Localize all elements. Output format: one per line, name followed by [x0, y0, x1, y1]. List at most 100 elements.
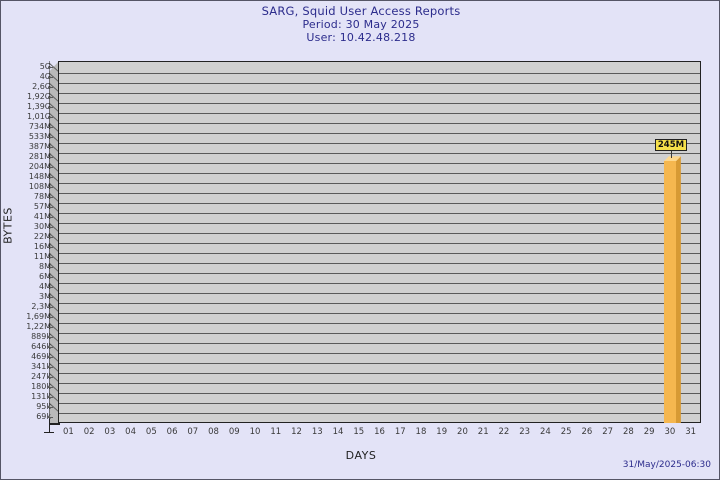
gridline [59, 233, 700, 234]
y-axis-tick-label: 57M [33, 202, 51, 211]
gridline [59, 223, 700, 224]
gridline [59, 163, 700, 164]
x-axis-tick-label: 23 [519, 427, 531, 437]
x-axis-tick-label: 21 [477, 427, 489, 437]
generated-timestamp: 31/May/2025-06:30 [622, 460, 711, 470]
gridline [59, 363, 700, 364]
bar-front-face [663, 161, 676, 423]
y-axis-tick-label: 341k [31, 362, 51, 371]
gridline [59, 333, 700, 334]
gridline [59, 103, 700, 104]
y-axis-tick-label: 533M [28, 132, 51, 141]
y-axis-tick-label: 30M [33, 222, 51, 231]
x-axis-tick-label: 09 [228, 427, 240, 437]
y-axis-tick-label: 148M [28, 172, 51, 181]
x-axis-tick-label: 24 [540, 427, 551, 437]
x-axis-tick-label: 22 [498, 427, 510, 437]
y-axis-tick-label: 2,6G [32, 82, 51, 91]
x-axis-tick-label: 08 [208, 427, 219, 437]
data-label-stem [670, 150, 672, 159]
y-axis-tick-label: 69k [36, 412, 51, 421]
y-axis-tick-mark [48, 227, 53, 228]
bar-side-face [675, 156, 681, 423]
gridline [59, 213, 700, 214]
y-axis-tick-label: 1,69M [26, 312, 51, 321]
gridline [59, 263, 700, 264]
y-axis-tick-mark [48, 277, 53, 278]
x-axis-tick-label: 01 [62, 427, 74, 437]
page-title: SARG, Squid User Access Reports [261, 4, 461, 18]
x-axis-tick-label: 27 [602, 427, 614, 437]
y-axis-tick-label: 4G [39, 72, 51, 81]
y-axis-tick-mark [48, 237, 53, 238]
gridline [59, 373, 700, 374]
data-label: 245M [654, 139, 688, 152]
gridline [59, 243, 700, 244]
gridline [59, 253, 700, 254]
y-axis-tick-mark [48, 197, 53, 198]
y-axis-tick-mark [48, 367, 53, 368]
y-axis-tick-mark [48, 397, 53, 398]
gridline [59, 73, 700, 74]
gridline [59, 273, 700, 274]
y-axis-tick-mark [48, 87, 53, 88]
gridline [59, 83, 700, 84]
gridline [59, 413, 700, 414]
x-axis-tick-label: 12 [291, 427, 302, 437]
gridline [59, 193, 700, 194]
x-axis-tick-label: 19 [436, 427, 448, 437]
y-axis-tick-label: 3M [39, 292, 51, 301]
y-axis-tick-label: 180k [31, 382, 51, 391]
x-axis-tick-label: 17 [394, 427, 406, 437]
y-axis-tick-mark [48, 147, 53, 148]
y-axis-tick-label: 1,01G [26, 112, 51, 121]
x-axis-tick-label: 14 [332, 427, 344, 437]
x-axis-tick-label: 11 [270, 427, 282, 437]
x-axis-tick-label: 20 [457, 427, 468, 437]
plot-area [58, 61, 701, 423]
y-axis-tick-label: 1,22M [26, 322, 51, 331]
y-axis-tick-mark [48, 297, 53, 298]
gridline [59, 203, 700, 204]
y-axis-tick-mark [48, 207, 53, 208]
y-axis-tick-mark [48, 257, 53, 258]
y-axis-tick-mark [48, 97, 53, 98]
y-axis-tick-mark [48, 117, 53, 118]
gridline [59, 283, 700, 284]
gridline [59, 113, 700, 114]
y-axis-tick-label: 1,39G [26, 102, 51, 111]
x-axis-tick-label: 06 [166, 427, 178, 437]
y-axis-tick-mark [48, 287, 53, 288]
gridline [59, 133, 700, 134]
y-axis-tick-mark [48, 327, 53, 328]
x-axis-tick-label: 25 [560, 427, 572, 437]
gridline [59, 383, 700, 384]
chart-title-block: SARG, Squid User Access Reports Period: … [1, 4, 719, 45]
y-axis-tick-label: 1,92G [26, 92, 51, 101]
report-period: Period: 30 May 2025 [302, 18, 420, 31]
x-axis-tick-label: 04 [125, 427, 136, 437]
x-axis-tick-label: 30 [664, 427, 676, 437]
gridline [59, 393, 700, 394]
x-axis-tick-label: 13 [311, 427, 323, 437]
gridline [59, 183, 700, 184]
x-axis-tick-label: 10 [249, 427, 261, 437]
x-axis-tick-label: 15 [353, 427, 365, 437]
gridline [59, 323, 700, 324]
y-axis-tick-mark [48, 347, 53, 348]
y-axis-labels: 5G 4G 2,6G 1,92G 1,39G 1,01G 734M 533M 387M 281M 2… [1, 1, 53, 479]
y-axis-tick-mark [48, 247, 53, 248]
y-axis-tick-mark [48, 107, 53, 108]
y-axis-tick-label: 387M [28, 142, 51, 151]
y-axis-tick-mark [48, 127, 53, 128]
x-axis-tick-label: 28 [622, 427, 634, 437]
y-axis-tick-label: 4M [39, 282, 51, 291]
x-axis-tick-label: 07 [187, 427, 199, 437]
y-axis-tick-mark [48, 267, 53, 268]
gridline [59, 403, 700, 404]
y-axis-tick-label: 11M [33, 252, 51, 261]
y-axis-tick-mark [48, 317, 53, 318]
x-axis-tick-label: 16 [374, 427, 385, 437]
y-axis-tick-mark [48, 337, 53, 338]
